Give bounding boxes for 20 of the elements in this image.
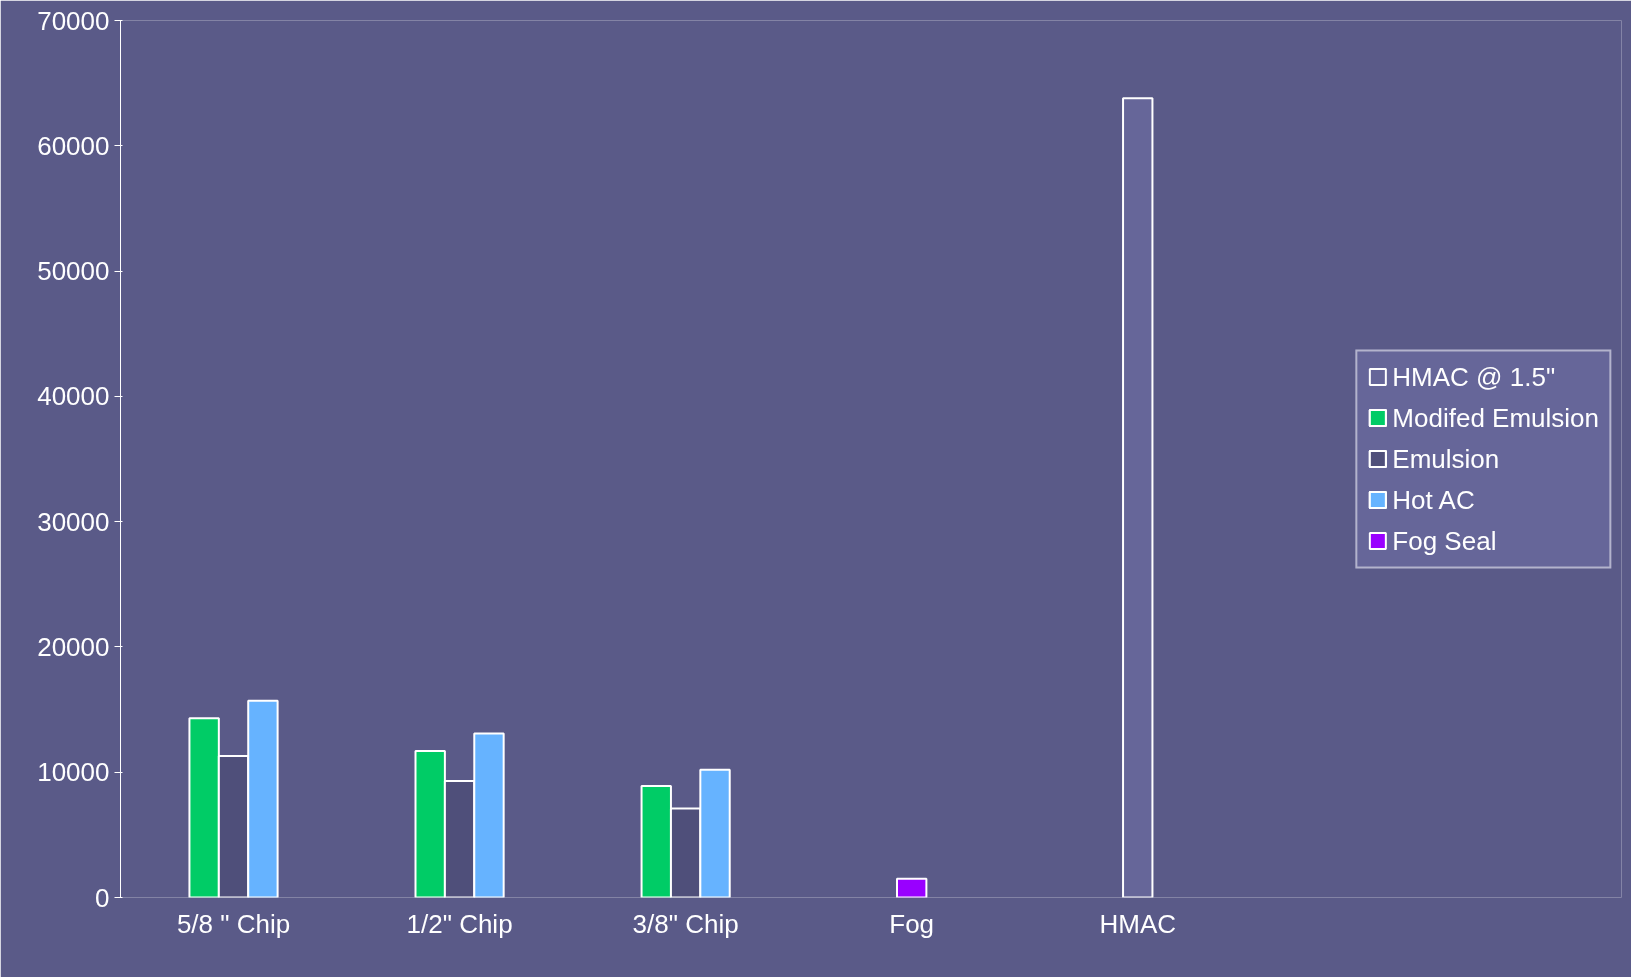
bar	[896, 877, 928, 898]
y-tick-label: 10000	[37, 757, 110, 788]
y-tick-label: 30000	[37, 506, 110, 537]
y-tick-label: 60000	[37, 130, 110, 161]
legend-label: HMAC @ 1.5"	[1392, 361, 1556, 392]
legend-label: Hot AC	[1392, 484, 1475, 515]
y-tick-label: 70000	[37, 5, 110, 36]
y-tick-label: 20000	[37, 631, 110, 662]
y-tick-label: 50000	[37, 256, 110, 287]
y-tick-label: 0	[95, 882, 110, 913]
legend-label: Modifed Emulsion	[1392, 402, 1599, 433]
x-tick-label: 1/2" Chip	[406, 908, 513, 939]
x-tick-label: 3/8" Chip	[632, 908, 739, 939]
legend-label: Fog Seal	[1392, 525, 1497, 556]
bar	[1122, 97, 1154, 898]
legend-label: Emulsion	[1392, 443, 1500, 474]
x-tick-label: Fog	[889, 908, 935, 939]
x-tick-label: HMAC	[1099, 908, 1177, 939]
x-tick-label: 5/8 " Chip	[176, 908, 291, 939]
y-tick-label: 40000	[37, 381, 110, 412]
